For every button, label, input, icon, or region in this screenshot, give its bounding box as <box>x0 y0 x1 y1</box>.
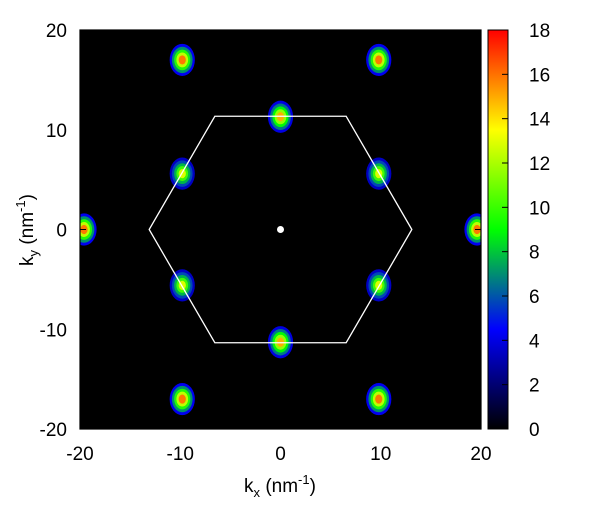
brillouin-zone-hexagon <box>148 115 413 344</box>
colorbar-tick-label-6: 12 <box>529 154 550 175</box>
y-tick-label-0: -20 <box>40 420 67 441</box>
colorbar-tick-label-9: 18 <box>529 21 550 42</box>
colorbar-tick-label-1: 2 <box>529 376 540 397</box>
colorbar-ticks: 0 2 4 6 8 10 12 14 16 18 <box>502 21 551 441</box>
y-axis-title-sup: -1 <box>13 200 28 212</box>
y-tick-label-2: 0 <box>56 221 67 242</box>
colorbar-tick-label-2: 4 <box>529 331 540 352</box>
y-tick-label-1: -10 <box>40 320 67 341</box>
y-tick-label-3: 10 <box>46 121 67 142</box>
x-axis-title-close: ) <box>310 476 316 497</box>
intensity-peak-10-ring-4 <box>375 394 383 404</box>
x-tick-label-0: -20 <box>66 444 93 465</box>
x-axis-ticks: -20 -10 0 10 20 <box>66 30 492 465</box>
colorbar-tick-label-4: 8 <box>529 243 540 264</box>
y-axis-title: ky (nm-1) <box>13 194 41 266</box>
x-tick-label-2: 0 <box>275 444 286 465</box>
colorbar-tick-label-8: 16 <box>529 65 550 86</box>
x-axis-title-sup: -1 <box>298 472 310 487</box>
x-tick-label-4: 20 <box>470 444 491 465</box>
x-tick-label-3: 10 <box>370 444 391 465</box>
x-axis-title-base: k <box>244 476 254 497</box>
gamma-point-marker <box>277 226 284 233</box>
y-axis-title-close: ) <box>17 194 38 200</box>
x-axis-title-sub: x <box>254 485 261 500</box>
colorbar-tick-label-0: 0 <box>529 420 540 441</box>
x-axis-title: kx (nm-1) <box>244 472 316 500</box>
colorbar-tick-label-7: 14 <box>529 110 551 131</box>
plot-area <box>79 29 482 430</box>
colorbar-gradient <box>487 29 509 430</box>
intensity-peak-9-ring-4 <box>178 55 186 65</box>
y-tick-label-4: 20 <box>46 21 67 42</box>
colorbar: 0 2 4 6 8 10 12 14 16 18 <box>487 21 551 441</box>
y-axis-ticks: -20 -10 0 10 20 <box>40 21 481 441</box>
x-axis-title-unit: (nm <box>260 476 298 497</box>
y-axis-title-base: k <box>17 256 38 266</box>
y-axis-title-sub: y <box>26 249 41 256</box>
intensity-peak-8-ring-4 <box>375 55 383 65</box>
intensity-peak-11-ring-4 <box>178 394 186 404</box>
colorbar-tick-label-3: 6 <box>529 287 540 308</box>
y-axis-title-unit: (nm <box>17 212 38 250</box>
colorbar-tick-label-5: 10 <box>529 198 550 219</box>
x-tick-label-1: -10 <box>167 444 194 465</box>
